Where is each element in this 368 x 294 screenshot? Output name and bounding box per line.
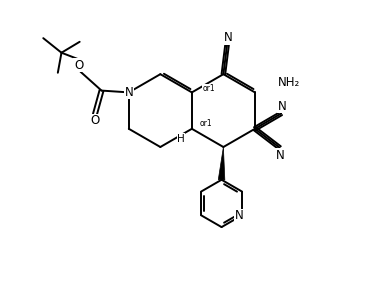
Text: H: H	[177, 134, 185, 144]
Text: N: N	[124, 86, 133, 99]
Text: N: N	[276, 148, 285, 161]
Text: or1: or1	[203, 84, 215, 93]
Text: N: N	[235, 210, 244, 223]
Text: N: N	[277, 100, 286, 113]
Text: O: O	[90, 114, 100, 127]
Text: O: O	[74, 59, 83, 72]
Text: NH₂: NH₂	[277, 76, 300, 89]
Text: or1: or1	[200, 119, 212, 128]
Polygon shape	[218, 147, 225, 180]
Text: N: N	[223, 31, 232, 44]
